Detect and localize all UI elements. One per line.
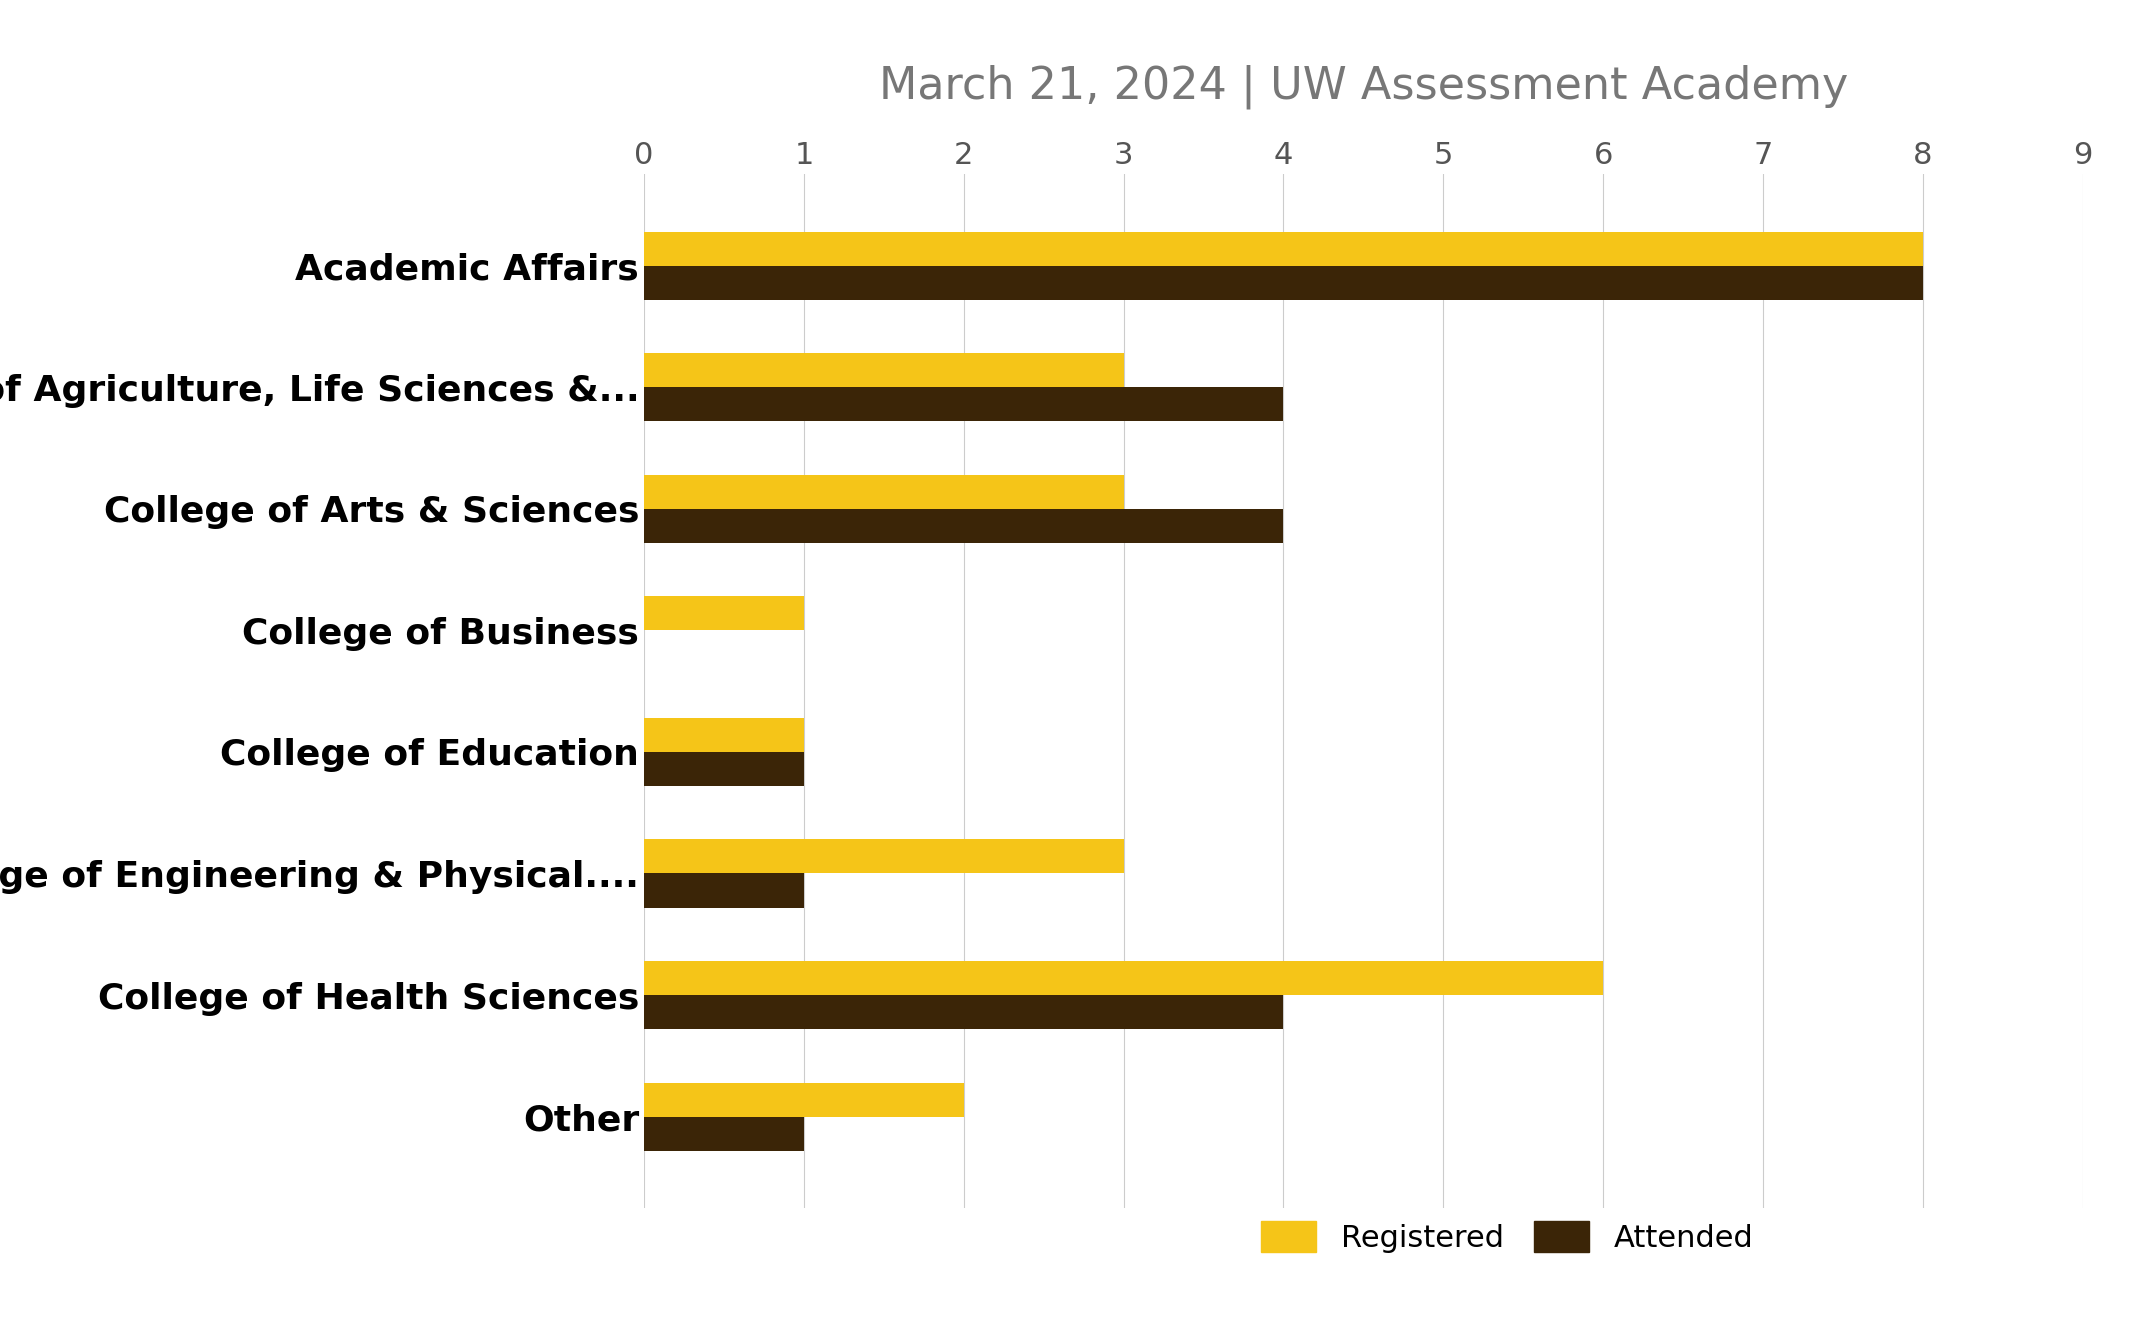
Bar [644, 266, 1924, 299]
Bar [644, 232, 1924, 266]
Bar [644, 475, 1123, 509]
Bar [644, 596, 803, 631]
Bar [644, 752, 803, 786]
Bar [644, 1117, 803, 1150]
Bar [644, 718, 803, 752]
Bar [644, 840, 1123, 874]
Bar [644, 874, 803, 907]
Bar [644, 961, 1604, 994]
Bar [644, 353, 1123, 388]
Bar [644, 388, 1284, 421]
Title: March 21, 2024 | UW Assessment Academy: March 21, 2024 | UW Assessment Academy [878, 64, 1849, 110]
Bar [644, 994, 1284, 1029]
Legend: Registered, Attended: Registered, Attended [1250, 1208, 1765, 1266]
Bar [644, 509, 1284, 542]
Bar [644, 1083, 964, 1117]
